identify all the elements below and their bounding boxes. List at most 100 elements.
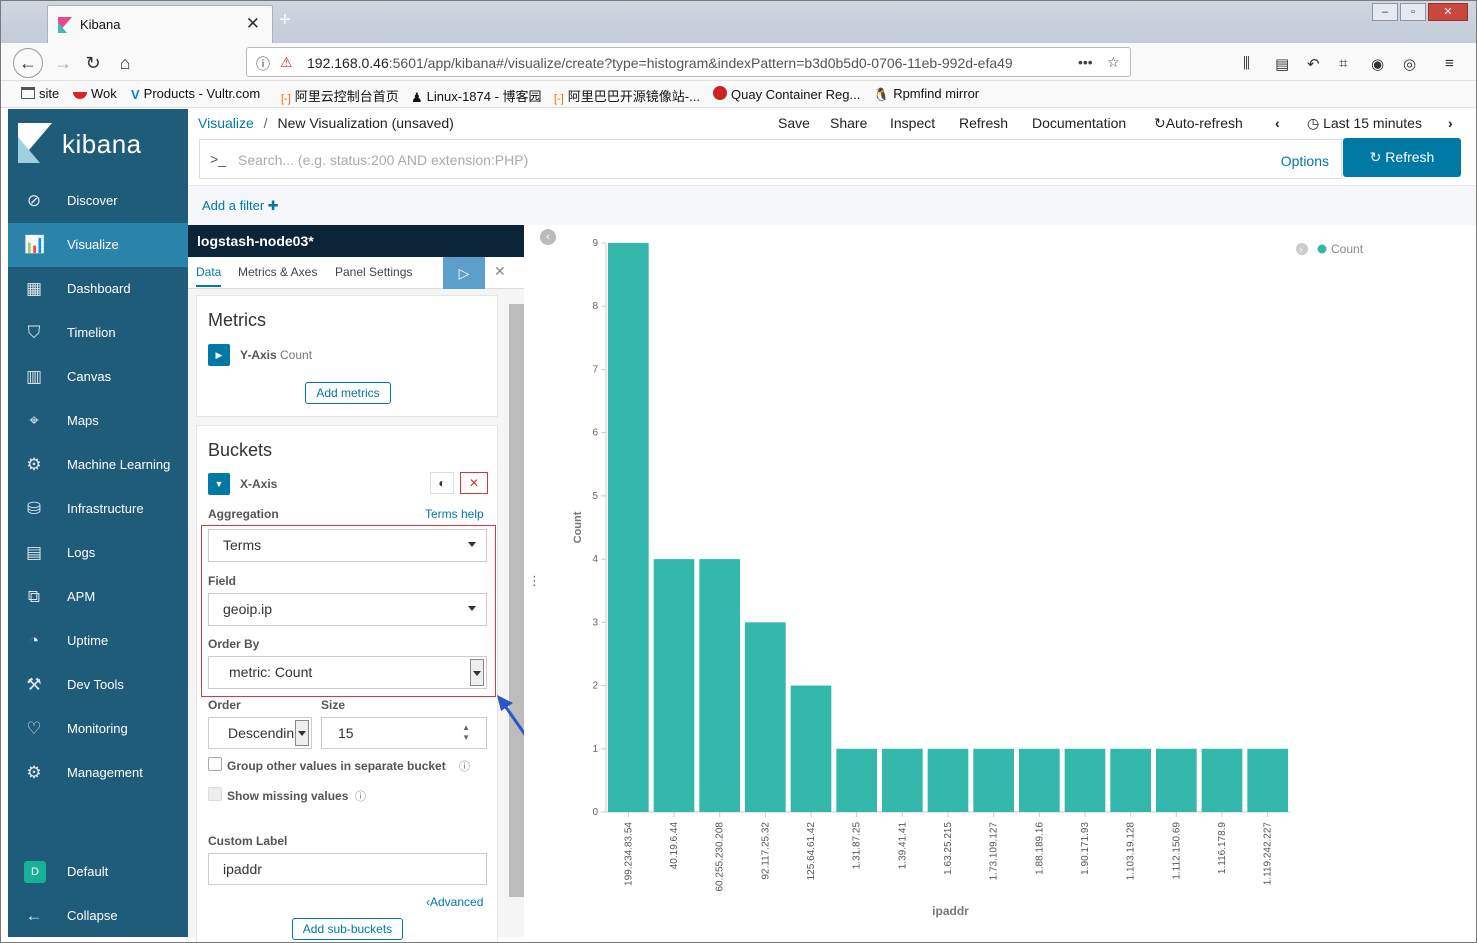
bookmark-item[interactable]: ♟ Linux-1874 - 博客园 bbox=[411, 86, 542, 105]
discard-changes-icon[interactable]: ✕ bbox=[494, 263, 506, 279]
collapse-xaxis-icon[interactable]: ▼ bbox=[208, 473, 230, 495]
time-forward-icon[interactable]: › bbox=[1448, 115, 1453, 131]
tab-data[interactable]: Data bbox=[196, 265, 222, 287]
y-tick-label: 1 bbox=[592, 744, 598, 755]
window-close-icon[interactable]: ✕ bbox=[1428, 3, 1468, 21]
auto-refresh-button[interactable]: ↻Auto-refresh bbox=[1154, 115, 1243, 132]
bookmark-item[interactable]: [-] 阿里云控制台首页 bbox=[281, 86, 399, 105]
forward-icon[interactable]: → bbox=[54, 53, 72, 73]
bookmark-star-icon[interactable]: ☆ bbox=[1107, 54, 1120, 70]
help-icon[interactable]: ⓘ bbox=[459, 761, 470, 773]
show-missing-checkbox[interactable] bbox=[208, 787, 222, 801]
kibana-logo-icon[interactable] bbox=[18, 123, 52, 163]
back-icon[interactable]: ← bbox=[13, 48, 43, 78]
bookmark-item[interactable]: Wok bbox=[73, 86, 117, 101]
refresh-button[interactable]: ↻ Refresh bbox=[1343, 138, 1461, 177]
stepper-icon[interactable]: ▲ ▼ bbox=[462, 723, 470, 742]
home-icon[interactable]: ⌂ bbox=[119, 53, 131, 73]
new-tab-icon[interactable]: + bbox=[279, 9, 291, 31]
collapse-button[interactable]: ← Collapse bbox=[8, 894, 188, 938]
sidebar-item-timelion[interactable]: ⛉ Timelion bbox=[8, 311, 188, 355]
documentation-button[interactable]: Documentation bbox=[1032, 115, 1127, 131]
bookmark-item[interactable]: 🐧 Rpmfind mirror bbox=[873, 86, 979, 102]
undo-icon[interactable]: ↶ bbox=[1307, 56, 1320, 73]
terms-help-link[interactable]: Terms help bbox=[425, 507, 484, 521]
sidebar-item-dashboard[interactable]: ▦ Dashboard bbox=[8, 267, 188, 311]
advanced-toggle[interactable]: ‹Advanced bbox=[426, 895, 483, 909]
bookmark-item[interactable]: [-] 阿里巴巴开源镜像站-... bbox=[554, 86, 700, 105]
account-icon[interactable]: ◎ bbox=[1403, 56, 1417, 73]
tab-metrics-axes[interactable]: Metrics & Axes bbox=[238, 265, 318, 279]
sidebar-item-logs[interactable]: ▤ Logs bbox=[8, 531, 188, 575]
sidebar-item-visualize[interactable]: 📊 Visualize bbox=[8, 223, 188, 267]
sidebar-item-management[interactable]: ⚙ Management bbox=[8, 751, 188, 795]
sidebar-item-infrastructure[interactable]: ⛁ Infrastructure bbox=[8, 487, 188, 531]
sidebar-item-label: Maps bbox=[67, 413, 99, 428]
collapse-editor-icon[interactable]: ‹ bbox=[540, 229, 556, 245]
space-avatar: D bbox=[24, 861, 46, 883]
refresh-menu-button[interactable]: Refresh bbox=[959, 115, 1009, 131]
share-button[interactable]: Share bbox=[830, 115, 868, 131]
crop-icon[interactable]: ⌗ bbox=[1339, 55, 1348, 72]
sidebar-item-maps[interactable]: ⌖ Maps bbox=[8, 399, 188, 443]
add-sub-buckets-button[interactable]: Add sub-buckets bbox=[292, 918, 403, 940]
add-metrics-button[interactable]: Add metrics bbox=[305, 382, 391, 404]
sidebar-item-monitoring[interactable]: ♡ Monitoring bbox=[8, 707, 188, 751]
minimize-icon[interactable]: – bbox=[1372, 3, 1398, 21]
custom-label-label: Custom Label bbox=[208, 834, 288, 848]
url-text[interactable]: 192.168.0.46:5601/app/kibana#/visualize/… bbox=[307, 55, 1067, 71]
toggle-disable-icon[interactable]: ◐ bbox=[430, 472, 454, 494]
breadcrumb-visualize-link[interactable]: Visualize bbox=[198, 115, 254, 131]
visualization-area: ‹ ⋮ 0 1 2 3 4 5 6 7 8 9 199.234.83.54 40.19.6.44 60.… bbox=[524, 225, 1476, 937]
time-picker[interactable]: ◷ Last 15 minutes bbox=[1307, 115, 1422, 132]
add-filter-link[interactable]: Add a filter ✚ bbox=[202, 198, 279, 214]
insecure-lock-icon[interactable]: ⚠ bbox=[280, 54, 293, 70]
save-button[interactable]: Save bbox=[778, 115, 810, 131]
orderby-select[interactable]: metric: Count bbox=[208, 656, 487, 689]
options-link[interactable]: Options bbox=[1280, 153, 1329, 169]
dropdown-arrow-icon[interactable] bbox=[295, 720, 309, 746]
group-other-checkbox[interactable] bbox=[208, 757, 222, 771]
tab-panel-settings[interactable]: Panel Settings bbox=[335, 265, 413, 279]
bookmark-item[interactable]: V Products - Vultr.com bbox=[131, 86, 260, 102]
search-input[interactable]: >_ Search... (e.g. status:200 AND extens… bbox=[199, 139, 1342, 179]
bar-1.103.19.128 bbox=[1110, 748, 1151, 812]
bar-1.88.189.16 bbox=[1019, 748, 1060, 812]
sidebar-item-canvas[interactable]: ▥ Canvas bbox=[8, 355, 188, 399]
help-icon[interactable]: ⓘ bbox=[355, 791, 366, 803]
library-icon[interactable]: ⫼ bbox=[1243, 55, 1250, 72]
inspect-button[interactable]: Inspect bbox=[890, 115, 936, 131]
extension-icon[interactable]: ◉ bbox=[1371, 56, 1385, 73]
sidebar-item-machine-learning[interactable]: ⚙ Machine Learning bbox=[8, 443, 188, 487]
remove-bucket-icon[interactable]: ✕ bbox=[460, 472, 488, 494]
editor-scrollbar[interactable] bbox=[509, 304, 524, 897]
size-input[interactable]: 15 ▲ ▼ bbox=[321, 717, 487, 749]
custom-label-input[interactable]: ipaddr bbox=[208, 853, 487, 885]
order-select[interactable]: Descendin bbox=[208, 717, 312, 749]
brand-name[interactable]: kibana bbox=[62, 129, 142, 159]
sidebar-item-discover[interactable]: ⊘ Discover bbox=[8, 179, 188, 223]
close-tab-icon[interactable]: ✕ bbox=[245, 14, 260, 33]
menu-icon[interactable]: ≡ bbox=[1445, 55, 1454, 72]
bookmark-item[interactable]: site bbox=[21, 86, 59, 101]
apply-changes-button[interactable]: ▷ bbox=[443, 257, 485, 289]
sidebar-item-dev-tools[interactable]: ⚒ Dev Tools bbox=[8, 663, 188, 707]
dropdown-arrow-icon[interactable] bbox=[470, 659, 484, 686]
sidebar-item-uptime[interactable]: ◔ Uptime bbox=[8, 619, 188, 663]
browser-tab[interactable]: Kibana ✕ bbox=[47, 5, 273, 43]
sidebar-item-apm[interactable]: ⧉ APM bbox=[8, 575, 188, 619]
sidebar-toggle-icon[interactable]: ▤ bbox=[1275, 56, 1290, 73]
time-back-icon[interactable]: ‹ bbox=[1275, 115, 1280, 131]
info-icon[interactable]: ⓘ bbox=[256, 56, 270, 72]
expand-yaxis-icon[interactable]: ▶ bbox=[208, 344, 230, 366]
maximize-icon[interactable]: ▫ bbox=[1400, 3, 1426, 21]
reload-icon[interactable]: ↻ bbox=[85, 53, 101, 73]
bookmark-item[interactable]: Quay Container Reg... bbox=[713, 86, 860, 102]
field-select[interactable]: geoip.ip bbox=[208, 593, 487, 626]
space-selector[interactable]: D Default bbox=[8, 850, 188, 894]
resize-handle-icon[interactable]: ⋮ bbox=[528, 573, 541, 588]
aggregation-select[interactable]: Terms bbox=[208, 529, 487, 562]
address-bar[interactable]: ⓘ ⚠ 192.168.0.46:5601/app/kibana#/visual… bbox=[246, 47, 1131, 77]
page-actions-icon[interactable]: ••• bbox=[1078, 54, 1093, 70]
aliyun-icon: [-] bbox=[281, 93, 291, 105]
